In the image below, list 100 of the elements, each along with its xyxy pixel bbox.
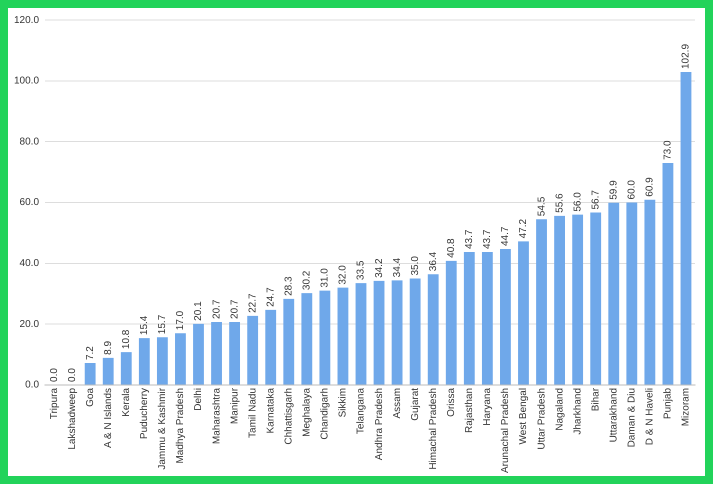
- data-label: 56.0: [572, 192, 584, 212]
- x-tick-label: Orissa: [446, 388, 458, 417]
- x-tick-label: Kerala: [121, 388, 132, 417]
- bar: [193, 324, 204, 384]
- bar: [229, 322, 240, 384]
- data-label: 102.9: [680, 44, 692, 70]
- data-label: 47.2: [518, 218, 530, 238]
- data-label: 56.7: [590, 190, 602, 210]
- bar: [211, 322, 222, 384]
- bar: [102, 358, 114, 384]
- data-label: 20.7: [229, 299, 240, 319]
- x-tick-label: Uttar Pradesh: [536, 388, 548, 450]
- x-tick-label: Maharashtra: [211, 388, 222, 444]
- y-tick-label: 100.0: [14, 76, 40, 87]
- x-tick-label: Manipur: [229, 387, 240, 424]
- x-tick-label: Nagaland: [554, 388, 566, 431]
- x-tick-label: Daman & Diu: [626, 388, 638, 448]
- data-label: 15.7: [157, 314, 168, 334]
- y-tick-label: 80.0: [20, 136, 40, 148]
- x-tick-label: Punjab: [662, 388, 674, 420]
- data-label: 33.5: [356, 260, 367, 280]
- x-tick-label: Haryana: [482, 388, 494, 426]
- data-label: 20.1: [193, 300, 204, 321]
- data-label: 54.5: [536, 196, 548, 216]
- x-tick-label: Jammu & Kashmir: [157, 387, 168, 470]
- y-tick-label: 60.0: [20, 197, 40, 208]
- x-tick-label: Assam: [392, 388, 403, 419]
- data-label: 17.0: [175, 310, 186, 330]
- x-tick-label: Goa: [84, 388, 96, 407]
- x-tick-label: Andhra Pradesh: [374, 388, 385, 460]
- bar: [680, 72, 692, 384]
- x-tick-label: Chhattisgarh: [284, 388, 295, 445]
- data-label: 8.9: [102, 340, 114, 355]
- x-tick-label: Tripura: [48, 388, 60, 420]
- x-tick-label: Madhya Pradesh: [175, 388, 186, 464]
- bar: [608, 202, 620, 384]
- data-label: 36.4: [428, 251, 439, 272]
- data-label: 0.0: [48, 368, 60, 382]
- data-label: 44.7: [500, 226, 512, 246]
- bar: [374, 280, 384, 384]
- bar: [392, 280, 403, 384]
- x-tick-label: West Bengal: [518, 388, 530, 444]
- data-label: 55.6: [554, 192, 566, 213]
- x-tick-label: Lakshadweep: [66, 388, 78, 450]
- data-label: 60.0: [626, 180, 638, 200]
- data-label: 24.7: [265, 286, 276, 307]
- bar: [84, 363, 96, 384]
- y-tick-label: 20.0: [20, 318, 40, 330]
- data-label: 7.2: [84, 346, 96, 360]
- data-label: 30.2: [302, 270, 313, 290]
- data-label: 0.0: [66, 368, 78, 382]
- data-label: 34.2: [374, 258, 385, 278]
- x-tick-label: Arunachal Pradesh: [500, 388, 512, 474]
- bar: [356, 283, 366, 384]
- bar: [156, 337, 168, 384]
- bar: [536, 219, 547, 384]
- bar: [482, 252, 493, 384]
- bar: [590, 212, 602, 384]
- data-label: 28.3: [284, 276, 295, 296]
- x-tick-label: Meghalaya: [302, 388, 313, 437]
- bar: [428, 274, 439, 384]
- x-tick-label: Chandigarh: [320, 388, 331, 440]
- data-label: 35.0: [410, 256, 421, 276]
- data-label: 22.7: [247, 293, 258, 313]
- x-tick-label: Himachal Pradesh: [428, 388, 439, 470]
- bar: [662, 162, 674, 384]
- bar: [138, 338, 150, 384]
- bar: [120, 352, 132, 384]
- x-tick-label: Rajasthan: [464, 388, 476, 433]
- x-tick-label: Jharkhand: [572, 388, 584, 435]
- x-tick-label: Mizoram: [680, 388, 692, 426]
- bar: [247, 316, 258, 384]
- bar: [410, 278, 421, 384]
- x-tick-label: A & N Islands: [102, 388, 114, 448]
- x-tick-label: Gujarat: [410, 388, 421, 421]
- x-tick-label: Delhi: [193, 388, 204, 411]
- x-tick-label: Tamil Nadu: [247, 388, 258, 438]
- data-label: 10.8: [121, 329, 132, 350]
- data-label: 40.8: [446, 238, 458, 258]
- bar: [554, 216, 566, 384]
- y-tick-label: 40.0: [20, 258, 40, 270]
- bar: [338, 288, 348, 384]
- bar: [283, 298, 294, 384]
- bar: [464, 252, 475, 384]
- data-label: 31.0: [320, 268, 331, 288]
- data-label: 34.4: [392, 257, 403, 278]
- bar: [265, 310, 276, 384]
- bar: [446, 260, 457, 384]
- bar: [319, 290, 330, 384]
- x-tick-label: Uttarakhand: [608, 388, 620, 442]
- bar: [175, 333, 186, 384]
- data-label: 20.7: [211, 299, 222, 319]
- x-tick-label: Telangana: [356, 388, 367, 434]
- x-tick-label: Puducherry: [139, 388, 150, 440]
- y-tick-label: 0.0: [25, 380, 40, 391]
- data-label: 43.7: [464, 229, 476, 250]
- bar: [572, 214, 584, 384]
- data-label: 59.9: [608, 180, 620, 200]
- x-tick-label: Karnataka: [265, 388, 276, 434]
- bar: [301, 293, 312, 384]
